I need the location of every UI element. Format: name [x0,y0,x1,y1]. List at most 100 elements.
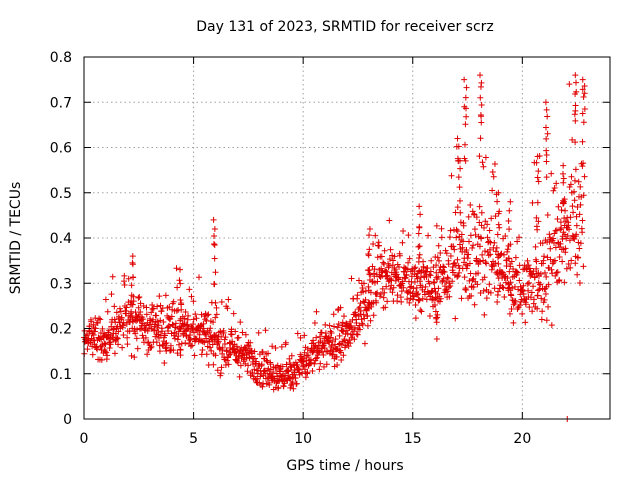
data-point [203,351,210,358]
data-point [486,227,493,234]
data-point [477,72,484,79]
data-point [533,159,540,166]
data-point [505,218,512,225]
data-point [253,358,260,365]
y-tick-label: 0.6 [50,141,72,157]
data-point [212,269,219,276]
data-point [102,348,109,355]
data-point [176,341,183,348]
data-point [526,265,533,272]
data-point [483,260,490,267]
data-point [524,280,531,287]
data-point [570,209,577,216]
data-point [411,292,418,299]
data-point [176,277,183,284]
data-point [476,203,483,210]
data-point [482,154,489,161]
data-point [416,297,423,304]
data-point [569,203,576,210]
data-point [359,320,366,327]
data-point [220,329,227,336]
data-point [531,296,538,303]
data-point [455,143,462,150]
data-point [410,296,417,303]
data-point [572,166,579,173]
data-point [177,352,184,359]
data-point [561,215,568,222]
data-point [446,293,453,300]
data-point [573,88,580,95]
data-point [109,334,116,341]
data-point [506,310,513,317]
data-point [233,343,240,350]
data-point [293,380,300,387]
data-point [443,250,450,257]
data-point [297,334,304,341]
data-point [445,275,452,282]
data-point [532,243,539,250]
data-point [420,264,427,271]
data-point [361,280,368,287]
data-point [84,331,91,338]
data-point [412,315,419,322]
data-point [121,278,128,285]
data-point [338,341,345,348]
data-point [230,310,237,317]
data-point [258,361,265,368]
data-point [210,281,217,288]
data-point [387,286,394,293]
data-point [421,291,428,298]
data-point [495,210,502,217]
data-point [511,283,518,290]
data-point [452,315,459,322]
data-point [113,309,120,316]
data-point [541,269,548,276]
data-point [190,321,197,328]
data-point [508,305,515,312]
y-tick-label: 0.2 [50,322,72,338]
data-point [528,271,535,278]
data-point [213,304,220,311]
data-point [217,370,224,377]
data-point [560,200,567,207]
data-point [267,361,274,368]
data-point [455,262,462,269]
data-point [534,305,541,312]
y-tick-label: 0.8 [50,50,72,66]
data-point [477,289,484,296]
data-point [357,307,364,314]
data-point [365,287,372,294]
data-point [177,266,184,273]
data-point [316,366,323,373]
data-point [311,319,318,326]
data-point [568,257,575,264]
data-point [422,283,429,290]
data-point [579,138,586,145]
data-point [477,111,484,118]
data-point [210,319,217,326]
data-point [323,361,330,368]
data-point [94,319,101,326]
data-point [288,382,295,389]
data-point [478,119,485,126]
data-point [457,197,464,204]
data-point [218,364,225,371]
data-point [581,82,588,89]
data-point [177,325,184,332]
data-point [366,246,373,253]
data-point [117,308,124,315]
data-point [290,385,297,392]
data-point [551,185,558,192]
data-point [520,291,527,298]
data-point [454,204,461,211]
data-point [548,266,555,273]
data-point [416,223,423,230]
data-point [120,319,127,326]
data-point [366,232,373,239]
data-point [206,344,213,351]
data-point [580,160,587,167]
data-point [440,268,447,275]
chart-title: Day 131 of 2023, SRMTID for receiver scr… [196,19,494,35]
data-point [543,174,550,181]
data-point [490,173,497,180]
